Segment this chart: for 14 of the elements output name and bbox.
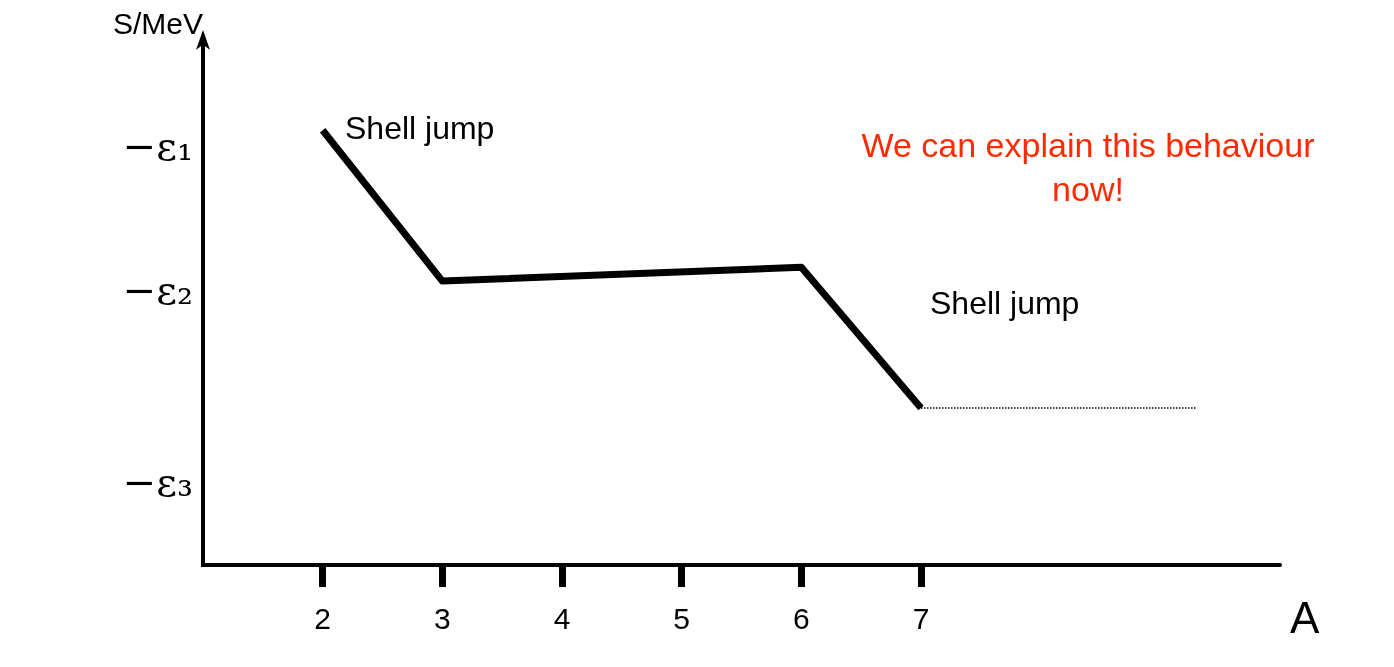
x-tick-label: 7	[912, 601, 930, 635]
x-tick-label: 6	[792, 601, 810, 635]
y-axis-title: S/MeV	[112, 6, 203, 40]
text: −ε₃	[122, 458, 193, 507]
text: −ε₁	[122, 122, 193, 171]
x-tick-label: 4	[553, 601, 571, 635]
x-axis-title: A	[1290, 592, 1320, 642]
x-tick-label: 2	[314, 601, 332, 635]
x-tick-label: 5	[673, 601, 691, 635]
text: −ε₂	[122, 266, 193, 315]
annotation: Shell jump	[345, 109, 495, 148]
annotation: Shell jump	[930, 284, 1080, 323]
x-tick-label: 3	[433, 601, 451, 635]
annotation: We can explain this behaviour now!	[860, 125, 1316, 211]
